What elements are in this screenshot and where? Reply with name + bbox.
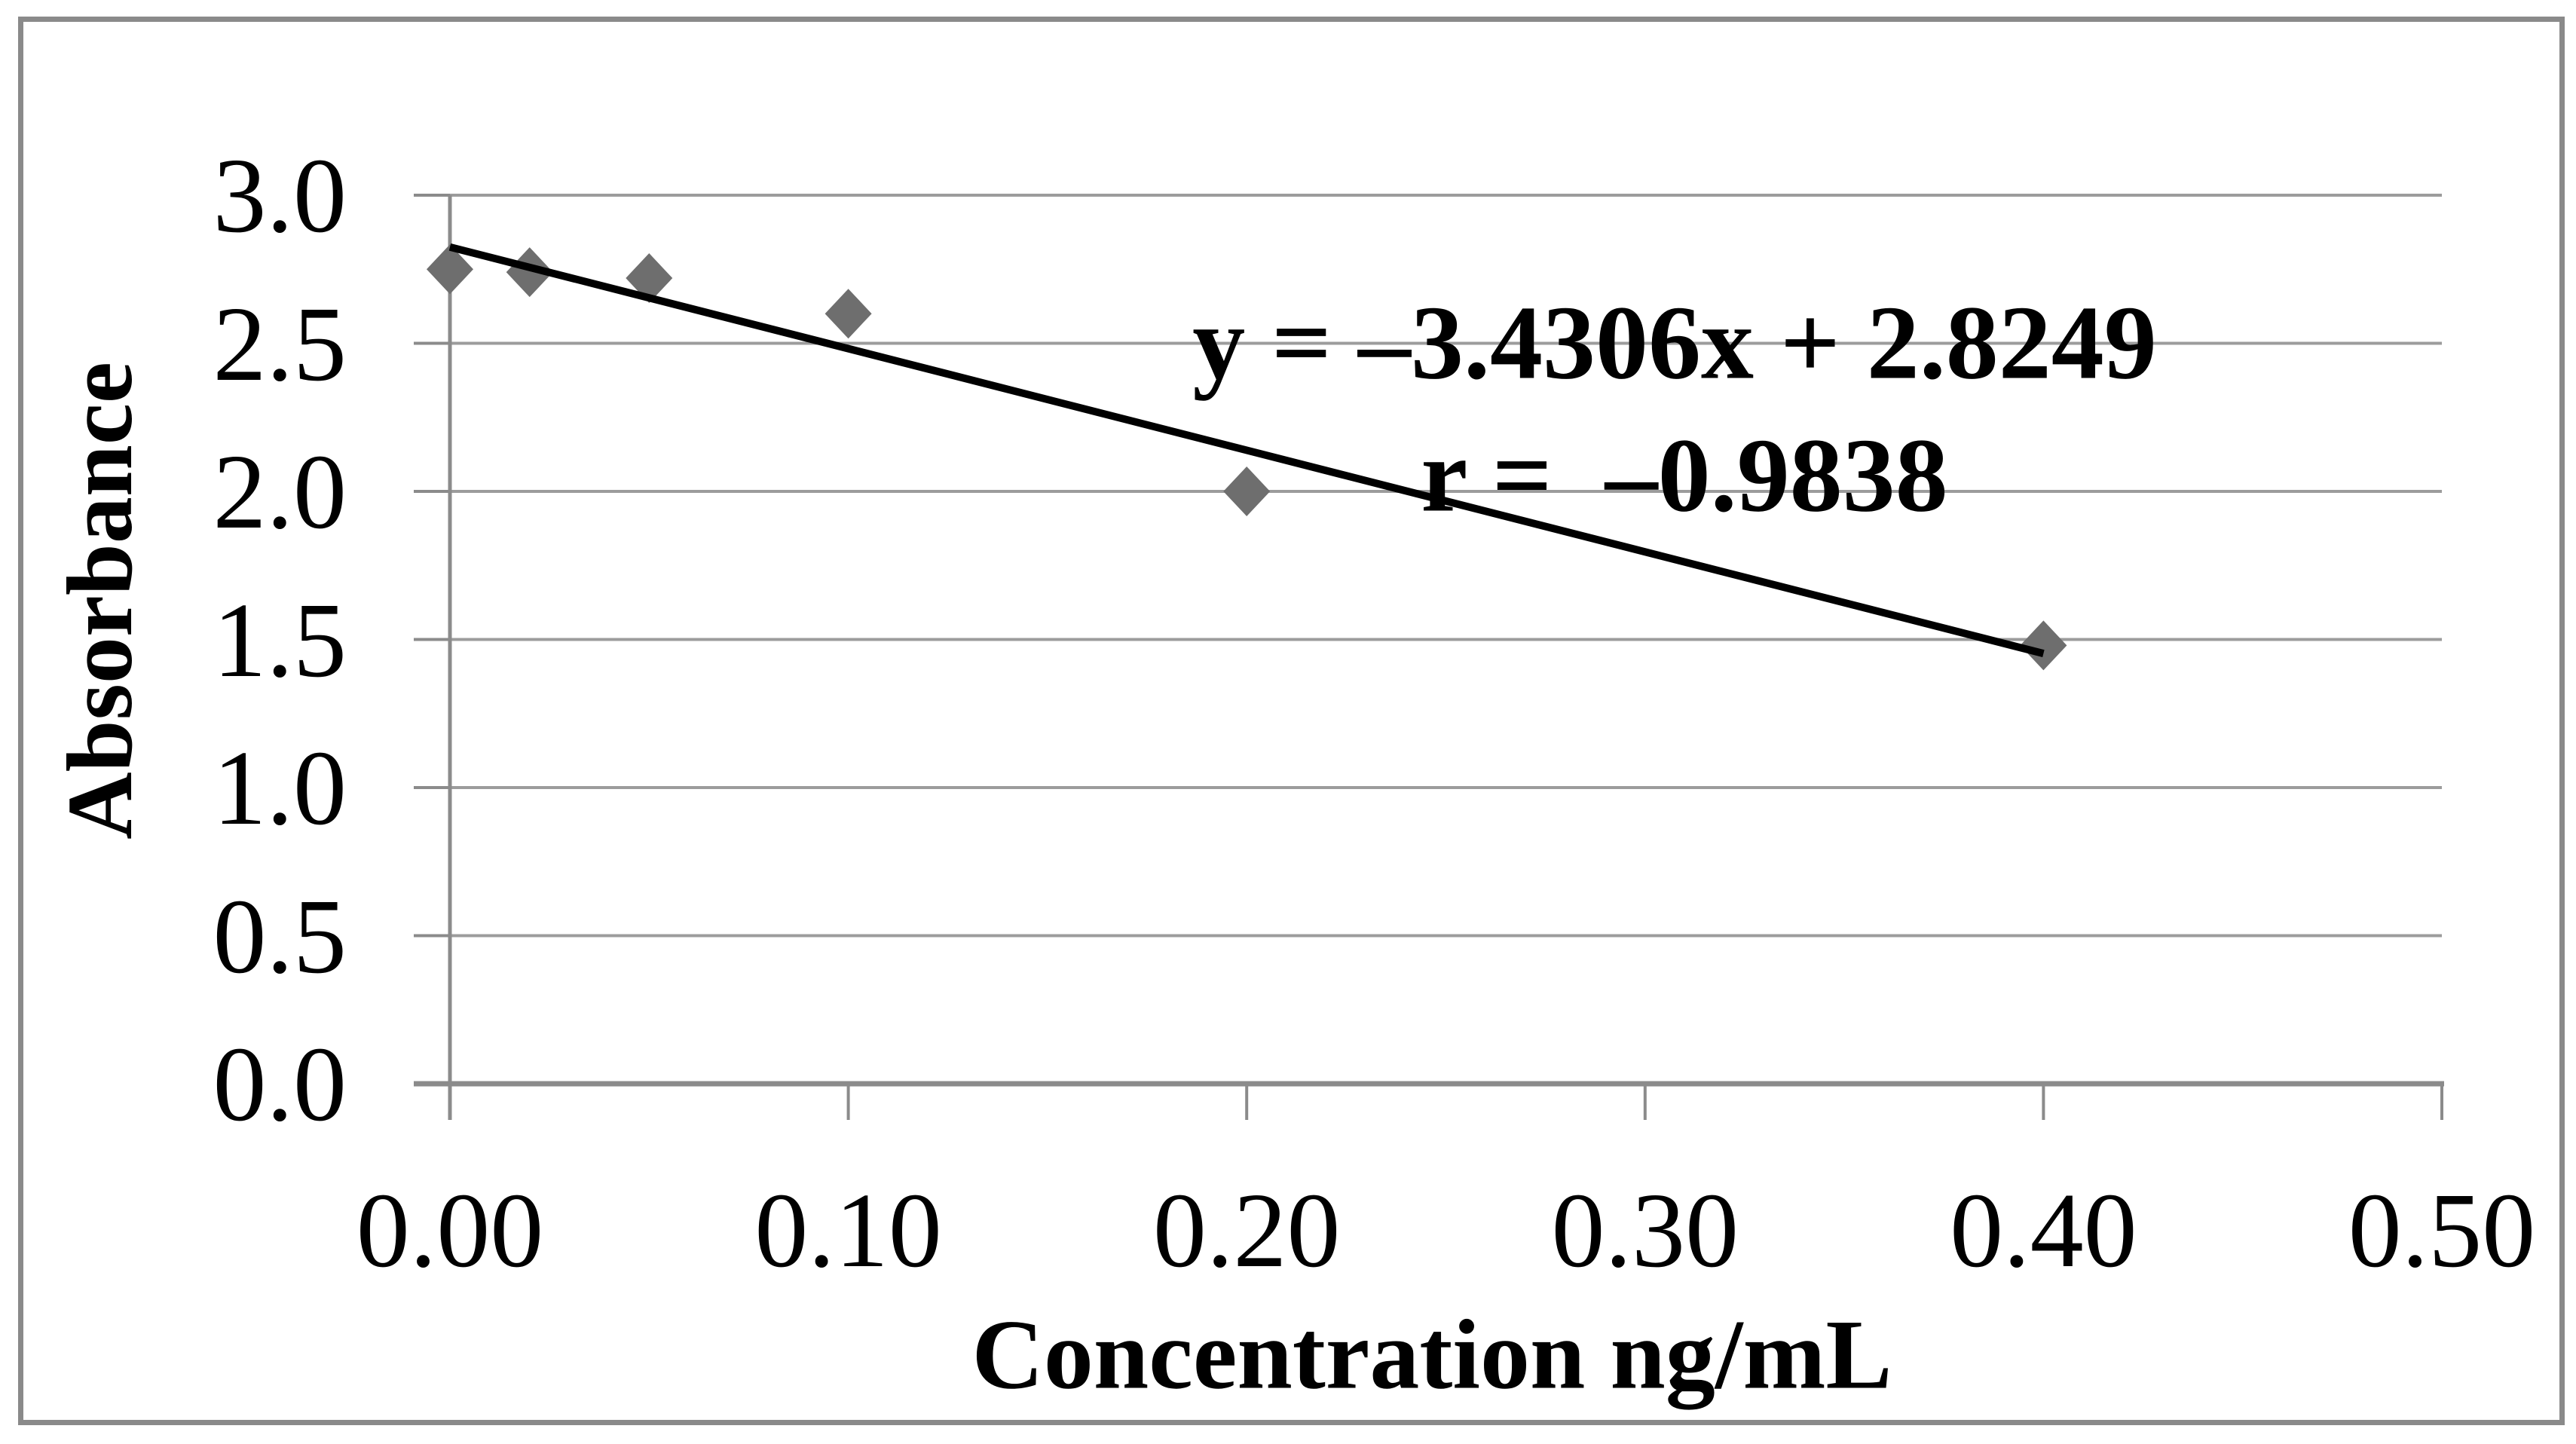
data-point bbox=[2020, 620, 2067, 671]
data-point bbox=[1223, 467, 1271, 516]
y-tick-label: 1.5 bbox=[213, 580, 347, 699]
axes bbox=[414, 194, 2444, 1120]
x-tick-label: 0.30 bbox=[1551, 1170, 1739, 1290]
correlation-coefficient-label: r = –0.9838 bbox=[1421, 417, 1948, 534]
trendline-equation-label: y = –3.4306x + 2.8249 bbox=[1192, 284, 2157, 402]
y-tick-label: 3.0 bbox=[213, 136, 347, 255]
trendline-segment bbox=[448, 243, 2045, 657]
data-point bbox=[626, 253, 673, 304]
x-tick-label: 0.10 bbox=[754, 1170, 942, 1290]
data-point-markers bbox=[427, 244, 2067, 671]
x-tick-label: 0.40 bbox=[1950, 1170, 2137, 1290]
gridlines bbox=[450, 194, 2442, 938]
y-tick-label: 2.0 bbox=[213, 432, 347, 551]
x-tick-label: 0.20 bbox=[1152, 1170, 1341, 1290]
data-point bbox=[506, 247, 553, 298]
figure-border bbox=[18, 17, 2565, 1425]
y-tick-label: 0.5 bbox=[213, 876, 347, 996]
data-point bbox=[825, 289, 872, 339]
trendline bbox=[448, 243, 2045, 657]
data-point bbox=[427, 244, 473, 295]
y-tick-label: 0.0 bbox=[213, 1024, 347, 1143]
y-tick-label: 1.0 bbox=[213, 728, 347, 847]
x-axis-title: Concentration ng/mL bbox=[971, 1299, 1892, 1410]
x-tick-label: 0.00 bbox=[356, 1170, 544, 1290]
y-tick-label: 2.5 bbox=[213, 283, 347, 403]
x-tick-label: 0.50 bbox=[2348, 1170, 2536, 1290]
y-axis-title: Absorbance bbox=[48, 362, 151, 840]
